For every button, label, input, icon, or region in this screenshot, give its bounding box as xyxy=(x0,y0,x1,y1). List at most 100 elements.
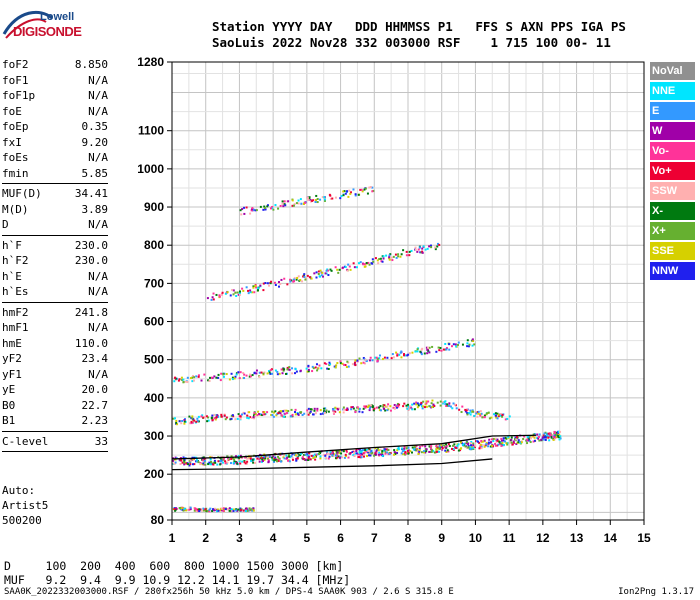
echo-point xyxy=(201,459,204,462)
echo-point xyxy=(478,447,481,450)
echo-point xyxy=(259,457,262,460)
echo-point xyxy=(435,450,438,453)
echo-point xyxy=(334,266,337,269)
param-row: foF1p N/A xyxy=(2,88,108,104)
echo-point xyxy=(349,268,352,271)
echo-point xyxy=(367,261,370,264)
echo-point xyxy=(173,417,176,420)
echo-point xyxy=(416,348,419,351)
echo-point xyxy=(251,458,254,461)
echo-point xyxy=(243,373,246,376)
echo-point xyxy=(441,445,444,448)
echo-point xyxy=(479,445,482,448)
echo-point xyxy=(445,348,448,351)
echo-point xyxy=(437,444,440,447)
echo-point xyxy=(230,372,233,375)
echo-point xyxy=(256,457,259,460)
echo-point xyxy=(447,450,450,453)
param-value: 2.23 xyxy=(81,414,109,427)
echo-point xyxy=(347,365,350,368)
echo-point xyxy=(328,361,331,364)
echo-point xyxy=(360,188,363,191)
echo-point xyxy=(283,454,286,457)
echo-point xyxy=(386,356,389,359)
echo-point xyxy=(538,439,541,442)
echo-point xyxy=(403,353,406,356)
echo-point xyxy=(436,401,439,404)
echo-point xyxy=(455,407,458,410)
echo-point xyxy=(358,450,361,453)
echo-point xyxy=(247,289,250,292)
echo-point xyxy=(335,454,338,457)
echo-point xyxy=(512,441,515,444)
echo-point xyxy=(369,454,372,457)
profile-line xyxy=(171,434,537,460)
echo-point xyxy=(305,453,308,456)
echo-point xyxy=(274,458,277,461)
echo-point xyxy=(263,453,266,456)
echo-point xyxy=(515,436,518,439)
echo-point xyxy=(219,509,222,512)
echo-point xyxy=(261,458,264,461)
echo-point xyxy=(252,286,255,289)
echo-point xyxy=(483,445,486,448)
echo-point xyxy=(336,453,339,456)
echo-point xyxy=(388,257,391,260)
echo-point xyxy=(378,258,381,261)
echo-point xyxy=(300,411,303,414)
echo-point xyxy=(278,372,281,375)
param-row: yF2 23.4 xyxy=(2,351,108,367)
echo-point xyxy=(220,372,223,375)
echo-point xyxy=(222,508,225,511)
legend-item-e: E xyxy=(650,102,695,120)
echo-point xyxy=(343,456,346,459)
echo-point xyxy=(489,445,492,448)
echo-point xyxy=(377,447,380,450)
echo-point xyxy=(396,354,399,357)
echo-point xyxy=(448,402,451,405)
echo-point xyxy=(432,449,435,452)
echo-point xyxy=(287,459,290,462)
echo-point xyxy=(499,441,502,444)
echo-point xyxy=(272,455,275,458)
echo-point xyxy=(183,461,186,464)
echo-point xyxy=(211,419,214,422)
echo-point xyxy=(557,434,560,437)
echo-point xyxy=(233,377,236,380)
echo-point xyxy=(472,444,475,447)
echo-point xyxy=(206,510,209,513)
echo-point xyxy=(279,204,282,207)
echo-point xyxy=(541,436,544,439)
echo-point xyxy=(291,372,294,375)
echo-point xyxy=(241,208,244,211)
echo-point xyxy=(226,291,229,294)
echo-point xyxy=(274,369,277,372)
y-tick-label: 300 xyxy=(144,429,164,443)
echo-point xyxy=(419,350,422,353)
echo-point xyxy=(175,507,178,510)
echo-point xyxy=(374,452,377,455)
echo-point xyxy=(413,446,416,449)
echo-point xyxy=(245,206,248,209)
logo-line1: Lowell xyxy=(40,11,75,23)
echo-point xyxy=(509,441,512,444)
echo-point xyxy=(357,193,360,196)
echo-point xyxy=(205,510,208,513)
echo-point xyxy=(538,433,541,436)
echo-point xyxy=(210,417,213,420)
echo-point xyxy=(272,460,275,463)
echo-point xyxy=(268,454,271,457)
echo-point xyxy=(307,368,310,371)
echo-point xyxy=(355,450,358,453)
echo-point xyxy=(411,351,414,354)
echo-point xyxy=(236,291,239,294)
echo-point xyxy=(224,292,227,295)
echo-point xyxy=(230,417,233,420)
echo-point xyxy=(285,457,288,460)
echo-point xyxy=(352,454,355,457)
echo-point xyxy=(340,195,343,198)
echo-point xyxy=(472,446,475,449)
echo-point xyxy=(183,460,186,463)
echo-point xyxy=(193,376,196,379)
echo-point xyxy=(485,442,488,445)
